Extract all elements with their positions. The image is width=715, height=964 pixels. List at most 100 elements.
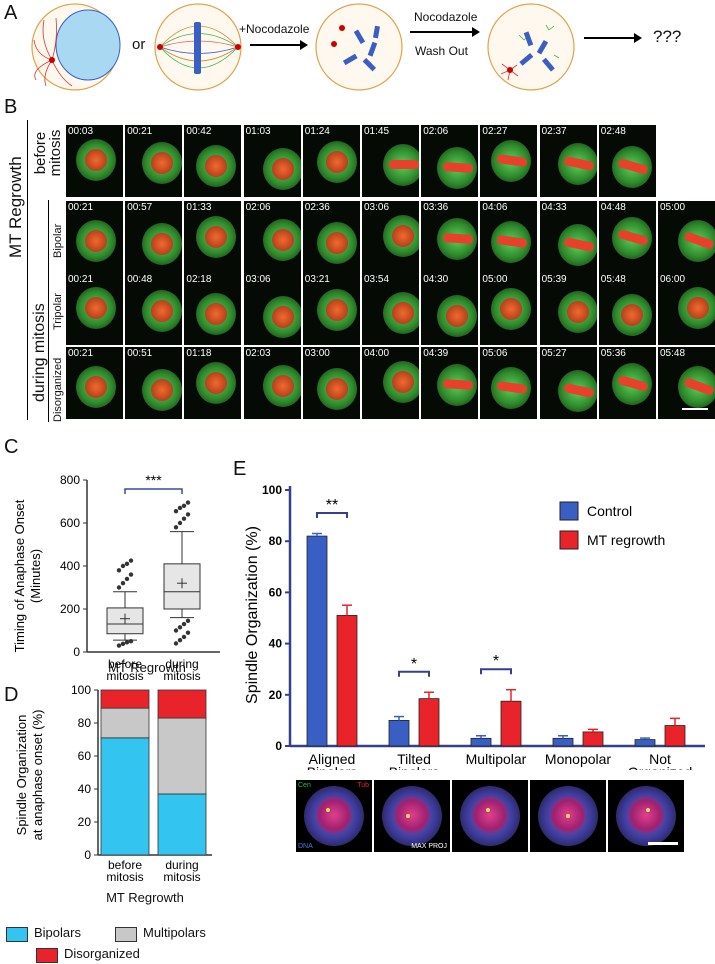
timelapse-frame: 03:21	[302, 273, 360, 345]
timestamp: 00:03	[68, 126, 94, 137]
chromosome-blob	[151, 152, 174, 174]
stacked-segment	[100, 707, 150, 739]
timestamp: 00:48	[127, 274, 153, 285]
timelapse-frame: 02:06	[243, 201, 301, 273]
outlier-point	[177, 637, 183, 643]
timelapse-frame: 03:00	[302, 347, 360, 419]
legend-swatch	[559, 501, 579, 521]
timelapse-frame: 05:00	[480, 273, 538, 345]
chromosome-blob	[687, 297, 709, 319]
y-tick-label: 40	[78, 782, 92, 796]
spindle-cell-icon	[154, 3, 242, 91]
timelapse-frame: 00:57	[125, 201, 183, 273]
regrowth-cell-icon	[487, 3, 575, 91]
timelapse-frame: 02:27	[480, 125, 538, 197]
timestamp: 03:06	[364, 202, 390, 213]
centrosome-spot	[486, 808, 490, 812]
chromosome-blob	[500, 298, 523, 320]
micrograph-image	[452, 780, 528, 852]
timestamp: 05:39	[541, 274, 567, 285]
timestamp: 00:51	[127, 348, 153, 359]
arrow-icon	[250, 40, 308, 50]
bar	[336, 615, 358, 747]
chromosome-blob	[325, 151, 348, 173]
panel-label-b: B	[4, 96, 18, 118]
chromosome-blob	[271, 375, 294, 397]
stacked-segment	[100, 689, 150, 709]
tubulin-stain	[316, 796, 352, 834]
tubulin-stain	[472, 796, 508, 834]
significance-mark: ***	[145, 472, 162, 488]
y-tick-label: 80	[78, 716, 92, 730]
legend-swatch	[559, 530, 579, 550]
category-label: mitosis	[106, 870, 143, 884]
significance-mark: **	[326, 497, 338, 514]
timelapse-frame: 00:03	[66, 125, 123, 197]
outlier-point	[177, 520, 183, 526]
chromosome-blob	[151, 233, 174, 255]
stacked-segment	[157, 717, 207, 795]
timelapse-frame: 00:42	[184, 125, 242, 197]
timestamp: 04:33	[541, 202, 567, 213]
timelapse-frame: 04:48	[598, 201, 656, 273]
bar	[552, 737, 574, 747]
timelapse-frame: 06:00	[658, 273, 715, 345]
timestamp: 03:00	[304, 348, 330, 359]
legend-swatch	[36, 948, 58, 963]
chromosome-blob	[566, 301, 589, 323]
legend-label: Disorganized	[64, 946, 140, 961]
during-divider	[48, 200, 49, 422]
chart-d-ylabel: Spindle Organization	[14, 715, 29, 836]
timestamp: 01:18	[186, 348, 212, 359]
timelapse-frame: 04:00	[362, 347, 419, 419]
y-tick-label: 40	[269, 637, 283, 651]
panel-label-c: C	[4, 436, 19, 458]
category-label: mitosis	[163, 870, 200, 884]
outlier-point	[185, 500, 191, 505]
chromosome-blob	[325, 378, 348, 400]
timelapse-frame: 02:37	[539, 125, 597, 197]
timestamp: 00:21	[68, 348, 94, 359]
chromosome-blob	[151, 300, 174, 322]
outlier-point	[116, 643, 122, 648]
chromosome-blob	[271, 158, 294, 180]
tubulin-stain	[394, 796, 430, 834]
significance-bracket	[316, 512, 348, 519]
timelapse-frame: 02:03	[243, 347, 301, 419]
legend-label: MT regrowth	[587, 532, 665, 548]
outlier-point	[120, 581, 126, 586]
timelapse-frame: 05:27	[539, 347, 597, 419]
timelapse-frame: 05:48	[598, 273, 656, 345]
timelapse-frame: 03:06	[362, 201, 419, 273]
chromosome-blob	[325, 232, 348, 254]
timestamp: 05:48	[600, 274, 626, 285]
outlier-point	[185, 630, 191, 635]
timelapse-frame: 03:54	[362, 273, 419, 345]
timelapse-frame: 02:18	[184, 273, 242, 345]
centrosome-spot	[326, 808, 330, 812]
timestamp: 01:24	[304, 126, 330, 137]
micrograph-image	[530, 780, 606, 852]
category-label: Tilted	[397, 751, 431, 767]
timelapse-frame: 04:30	[421, 273, 479, 345]
chromosome-blob	[620, 304, 643, 326]
timestamp: 02:48	[600, 126, 626, 137]
significance-bracket	[398, 670, 430, 677]
chart-d-xlabel: MT Regrowth	[106, 890, 184, 905]
category-label: during	[165, 858, 198, 872]
chart-e-ylabel: Spindle Organization (%)	[244, 526, 261, 704]
bar	[500, 700, 522, 747]
bar	[582, 731, 604, 747]
cen-label: Cen	[298, 782, 311, 789]
timestamp: 02:03	[245, 348, 271, 359]
panel-label-a: A	[4, 2, 18, 24]
timelapse-frame: 00:21	[66, 347, 123, 419]
chromosome-blob	[392, 371, 414, 393]
row-label-disorganized: Disorganized	[52, 357, 64, 422]
timestamp: 06:00	[660, 274, 686, 285]
washout-label-2: Wash Out	[415, 44, 468, 58]
outlier-point	[181, 503, 187, 508]
outlier-point	[177, 505, 183, 511]
outlier-point	[185, 618, 191, 624]
timestamp: 01:33	[186, 202, 212, 213]
